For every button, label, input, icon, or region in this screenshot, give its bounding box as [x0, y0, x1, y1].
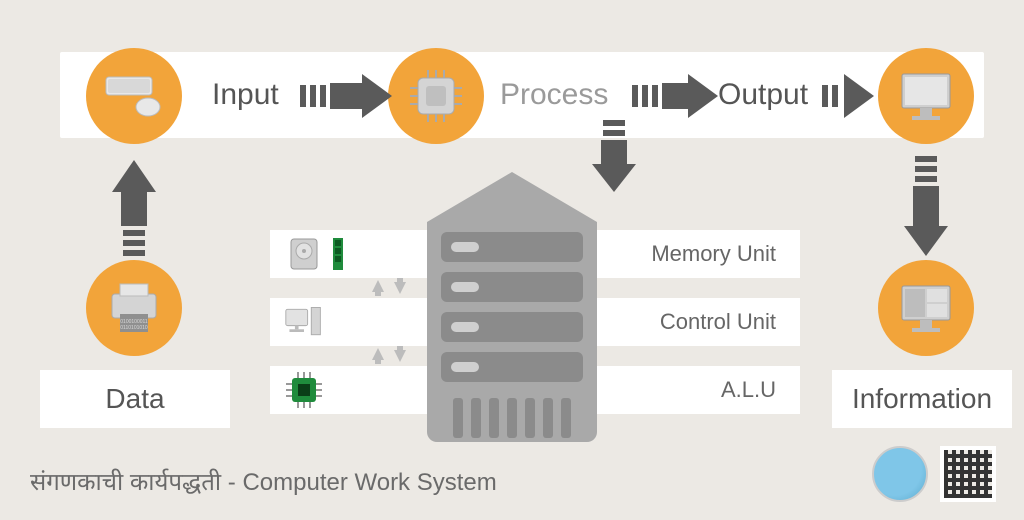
svg-text:0110101010: 0110101010 [120, 325, 148, 331]
data-box: Data [40, 370, 230, 428]
footer-title: संगणकाची कार्यपद्धती - Computer Work Sys… [30, 465, 497, 498]
memory-unit-label: Memory Unit [651, 241, 776, 267]
output-device-node [878, 48, 974, 144]
alu-label: A.L.U [721, 377, 776, 403]
information-node [878, 260, 974, 356]
chip-icon [284, 370, 324, 410]
information-label: Information [852, 383, 992, 415]
information-box: Information [832, 370, 1012, 428]
data-source-node: 0100100011 0110101010 [86, 260, 182, 356]
globe-logo-icon [872, 446, 928, 502]
data-label: Data [105, 383, 164, 415]
desktop-icon [284, 302, 324, 342]
process-label: Process [500, 78, 608, 112]
ram-icon [318, 234, 358, 274]
qr-code-icon [940, 446, 996, 502]
control-unit-label: Control Unit [660, 309, 776, 335]
input-label: Input [212, 78, 279, 112]
input-device-node [86, 48, 182, 144]
process-node [388, 48, 484, 144]
server-icon [427, 172, 597, 442]
output-label: Output [718, 78, 808, 112]
